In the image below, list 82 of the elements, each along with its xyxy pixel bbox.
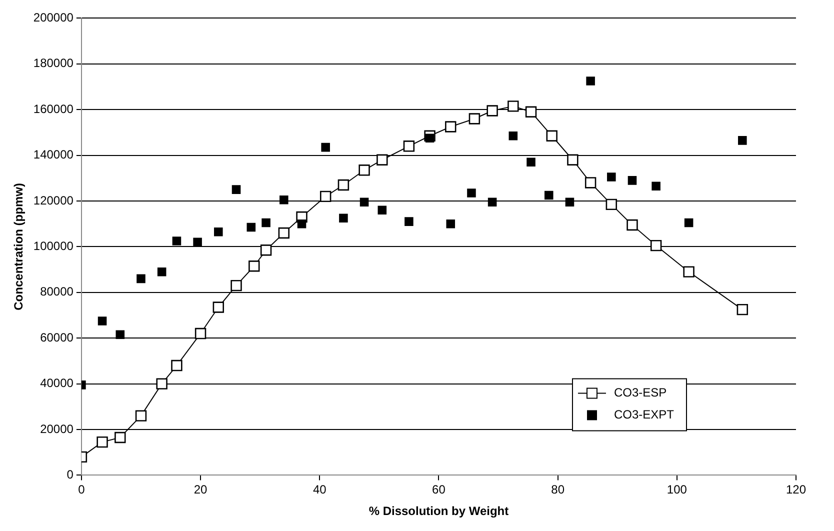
point xyxy=(546,130,558,142)
point xyxy=(262,218,270,228)
y-tick-label: 20000 xyxy=(40,422,74,436)
y-tick-label: 200000 xyxy=(33,10,74,25)
point xyxy=(194,328,206,340)
point xyxy=(526,158,536,167)
point xyxy=(508,100,519,112)
point xyxy=(626,219,638,231)
point xyxy=(171,360,182,372)
point xyxy=(212,302,224,313)
point xyxy=(297,219,306,228)
y-tick-label: 140000 xyxy=(33,148,74,162)
point xyxy=(246,222,256,232)
point xyxy=(172,236,182,246)
point xyxy=(378,206,387,215)
y-tick-label: 100000 xyxy=(33,239,74,254)
point xyxy=(248,260,260,272)
x-axis-title: % Dissolution by Weight xyxy=(368,504,509,518)
point xyxy=(157,267,166,276)
point xyxy=(339,214,348,223)
point xyxy=(156,378,168,390)
point xyxy=(567,154,578,166)
point xyxy=(584,177,596,188)
point xyxy=(376,154,388,166)
point xyxy=(544,190,554,200)
point xyxy=(628,176,637,185)
point xyxy=(565,198,574,207)
point xyxy=(652,182,660,191)
y-tick-label: 120000 xyxy=(33,193,74,208)
x-tick-label: 40 xyxy=(312,482,327,497)
point xyxy=(650,240,662,252)
point xyxy=(320,190,332,202)
x-tick-label: 100 xyxy=(666,482,688,497)
y-tick-label: 160000 xyxy=(33,102,74,116)
x-tick-label: 0 xyxy=(78,482,86,497)
point xyxy=(96,436,108,448)
point xyxy=(338,179,350,191)
point xyxy=(467,188,476,198)
x-tick-label: 120 xyxy=(786,482,806,497)
point xyxy=(360,198,369,207)
point xyxy=(586,76,595,86)
point xyxy=(738,136,747,145)
point xyxy=(135,410,147,422)
legend-label: CO3-EXPT xyxy=(614,408,675,422)
point xyxy=(321,142,330,152)
point xyxy=(486,105,498,116)
point xyxy=(232,185,241,194)
point xyxy=(214,227,223,236)
point xyxy=(606,198,618,210)
point xyxy=(114,432,126,444)
x-tick-label: 60 xyxy=(432,482,446,497)
point xyxy=(468,113,480,124)
point xyxy=(260,244,272,256)
point xyxy=(508,131,518,140)
point xyxy=(607,172,616,182)
point xyxy=(683,266,694,278)
point xyxy=(136,274,146,284)
point xyxy=(193,238,202,247)
x-tick-label: 20 xyxy=(194,482,208,497)
point xyxy=(403,140,415,152)
y-axis-title: Concentration (ppmw) xyxy=(12,183,26,310)
y-tick-label: 60000 xyxy=(40,330,74,344)
point xyxy=(230,280,242,292)
x-tick-label: 80 xyxy=(551,482,565,497)
y-tick-label: 0 xyxy=(66,468,74,482)
point xyxy=(280,195,288,204)
point xyxy=(446,219,456,228)
point xyxy=(358,164,370,176)
y-tick-label: 40000 xyxy=(40,376,74,390)
legend-label: CO3-ESP xyxy=(614,386,667,400)
y-tick-label: 80000 xyxy=(40,284,74,299)
point xyxy=(116,330,125,340)
point xyxy=(445,121,456,132)
point xyxy=(404,217,414,226)
point xyxy=(525,106,537,118)
point xyxy=(98,316,107,326)
y-tick-label: 180000 xyxy=(33,56,74,70)
point xyxy=(425,134,434,143)
point xyxy=(684,218,694,228)
point xyxy=(736,304,748,316)
point xyxy=(488,198,497,207)
point xyxy=(278,227,290,239)
